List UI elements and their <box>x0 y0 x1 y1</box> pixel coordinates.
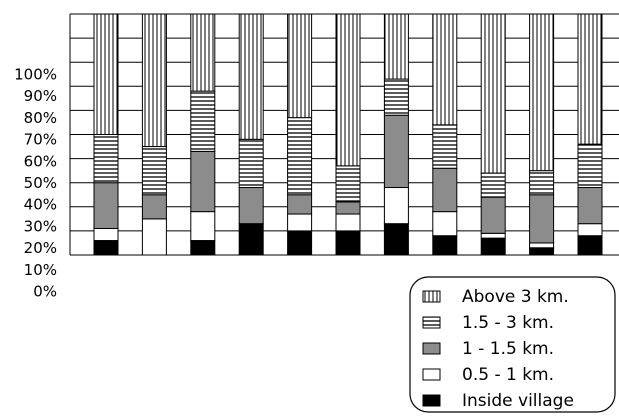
y-tick-label: 70% <box>24 131 57 149</box>
bar-segment <box>577 13 603 145</box>
bar-segment <box>335 13 361 167</box>
bar-segment <box>93 182 119 229</box>
bars <box>93 13 603 256</box>
bar-segment <box>480 237 506 256</box>
bar-segment <box>141 194 167 220</box>
bar-segment <box>335 213 361 232</box>
bar-segment <box>432 235 458 256</box>
bar-segment <box>190 90 216 152</box>
bar-segment <box>577 143 603 189</box>
y-tick-label: 100% <box>14 66 57 84</box>
bar-segment <box>93 134 119 184</box>
y-tick-label: 50% <box>24 174 57 192</box>
legend-label: 1 - 1.5 km. <box>462 339 554 359</box>
legend-label: Inside village <box>462 391 574 411</box>
bar-segment <box>432 13 458 126</box>
y-tick-label: 30% <box>24 217 57 235</box>
bar-segment <box>238 187 264 225</box>
legend-swatch <box>422 368 441 381</box>
bar-segment <box>577 235 603 256</box>
bar-segment <box>141 218 167 256</box>
legend-label: Above 3 km. <box>462 287 569 307</box>
bar-segment <box>287 13 313 119</box>
y-tick-label: 0% <box>33 283 57 301</box>
y-tick-label: 90% <box>24 87 57 105</box>
bar-segment <box>480 196 506 234</box>
legend-swatch <box>422 394 441 407</box>
bar-segment <box>529 247 555 256</box>
bar-segment <box>383 114 409 189</box>
legend: Above 3 km. 1.5 - 3 km. 1 - 1.5 km. 0.5 - 1… <box>409 276 616 413</box>
bar-segment <box>480 232 506 239</box>
bar-segment <box>335 165 361 203</box>
bar-segment <box>577 187 603 225</box>
legend-swatch <box>422 316 441 329</box>
bar-segment <box>335 201 361 215</box>
bar-segment <box>383 13 409 80</box>
legend-box <box>409 276 616 413</box>
bar-segment <box>529 194 555 244</box>
bar-segment <box>190 150 216 213</box>
bar-segment <box>480 172 506 198</box>
legend-label: 1.5 - 3 km. <box>462 313 554 333</box>
legend-swatch <box>422 342 441 355</box>
bar-segment <box>577 223 603 237</box>
y-tick-label: 60% <box>24 152 57 170</box>
bar-segment <box>529 170 555 196</box>
legend-label: 0.5 - 1 km. <box>462 365 554 385</box>
bar-segment <box>432 211 458 237</box>
y-tick-label: 80% <box>24 109 57 127</box>
bar-segment <box>238 223 264 256</box>
bar-segment <box>190 211 216 242</box>
bar-segment <box>238 13 264 140</box>
bar-segment <box>335 230 361 256</box>
bar-segment <box>383 187 409 225</box>
bar-segment <box>287 213 313 232</box>
bar-segment <box>432 167 458 213</box>
bar-segment <box>190 240 216 256</box>
y-axis-tick-labels: 100% 90% 80% 70% 60% 50% 40% 30% 20% 10% 0% <box>14 66 57 301</box>
bar-segment <box>432 124 458 169</box>
bar-segment <box>529 242 555 249</box>
y-tick-label: 10% <box>24 261 57 279</box>
y-tick-label: 40% <box>24 196 57 214</box>
bar-segment <box>287 194 313 215</box>
bar-segment <box>238 138 264 189</box>
bar-segment <box>190 13 216 92</box>
bar-segment <box>383 78 409 116</box>
bar-segment <box>383 223 409 256</box>
bar-segment <box>287 230 313 256</box>
bar-segment <box>93 227 119 242</box>
bar-segment <box>93 13 119 135</box>
bar-segment <box>287 117 313 196</box>
legend-swatch <box>422 290 441 303</box>
bar-segment <box>141 13 167 148</box>
y-tick-label: 20% <box>24 239 57 257</box>
bar-segment <box>141 146 167 196</box>
bar-segment <box>480 13 506 174</box>
bar-segment <box>529 13 555 172</box>
bar-segment <box>93 240 119 256</box>
